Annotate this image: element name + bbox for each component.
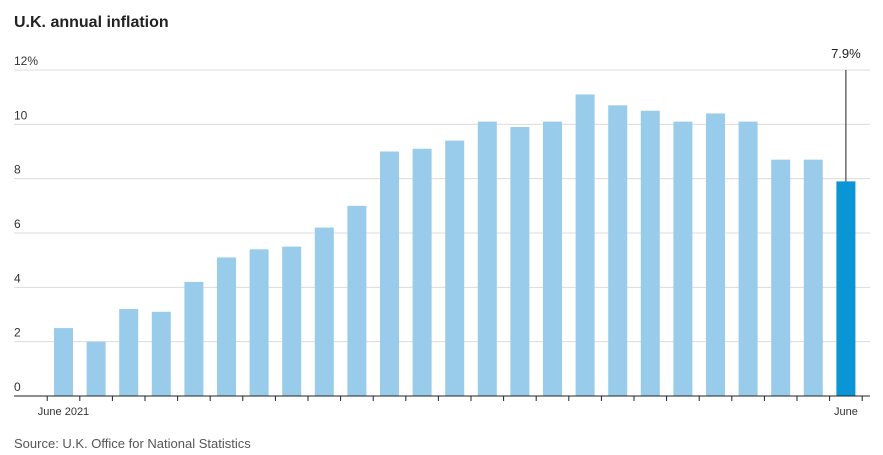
y-tick-label: 0 (14, 380, 21, 394)
source-note: Source: U.K. Office for National Statist… (14, 436, 251, 451)
bar (412, 148, 432, 396)
bar (575, 94, 595, 396)
bar-highlight (836, 181, 856, 396)
chart-title: U.K. annual inflation (14, 14, 169, 31)
bar (119, 309, 139, 396)
y-tick-label: 6 (14, 217, 21, 231)
bar (738, 121, 758, 396)
bar (347, 205, 367, 396)
bar (151, 311, 171, 396)
bar (673, 121, 693, 396)
bar (477, 121, 497, 396)
x-tick-label: June 2021 (38, 406, 89, 418)
bar (184, 281, 204, 396)
bar (608, 105, 628, 397)
bar (380, 151, 399, 396)
bar (510, 127, 530, 397)
y-tick-label: 12% (14, 54, 38, 68)
y-tick-label: 8 (14, 163, 21, 177)
y-tick-label: 4 (14, 271, 21, 285)
bar (54, 328, 73, 396)
bar (771, 159, 791, 396)
x-tick-label: June (834, 406, 858, 418)
bar (803, 159, 823, 396)
bar (282, 246, 302, 396)
bar (249, 249, 269, 396)
y-tick-label: 2 (14, 326, 21, 340)
bar (314, 227, 334, 396)
bar (640, 110, 660, 396)
y-tick-label: 10 (14, 108, 28, 122)
bar (86, 341, 106, 396)
bar (706, 113, 725, 396)
bar (543, 121, 562, 396)
bar (445, 140, 465, 396)
bar (217, 257, 236, 396)
annotation-label: 7.9% (831, 46, 861, 61)
